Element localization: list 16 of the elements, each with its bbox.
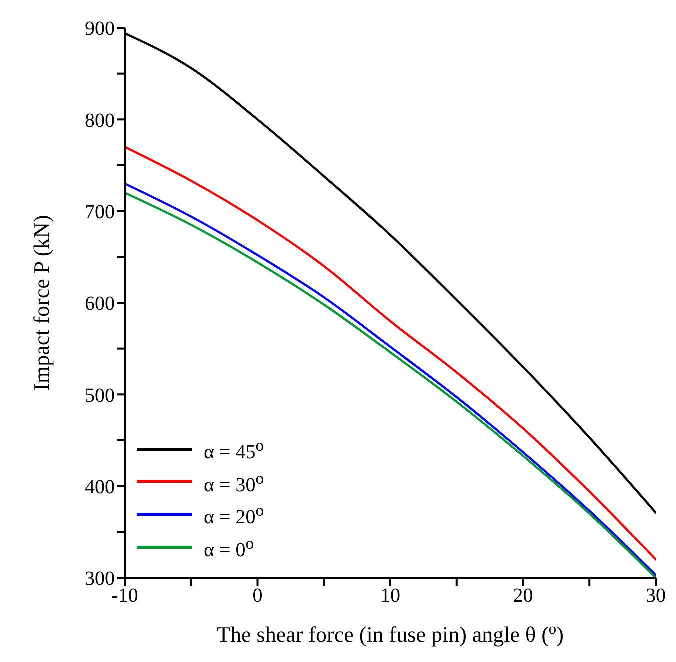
x-tick-label: 10 — [380, 585, 400, 608]
x-axis-title: The shear force (in fuse pin) angle θ ($^{o}$) — [217, 620, 564, 647]
y-tick-label: 400 — [85, 476, 115, 498]
y-tick-label: 800 — [85, 110, 115, 132]
x-tick-label: 30 — [646, 585, 666, 608]
legend-label: α = 45$^{o}$ — [204, 435, 264, 466]
legend-label: α = 0$^{o}$ — [204, 532, 254, 564]
legend-label: α = 20$^{o}$ — [204, 500, 264, 531]
y-axis-title: Impact force P (kN) — [29, 215, 54, 391]
y-tick-label: 500 — [85, 384, 115, 407]
x-tick-label: 0 — [252, 585, 263, 608]
x-tick-label: 20 — [513, 585, 534, 608]
y-tick-label: 900 — [85, 18, 115, 40]
y-tick-label: 600 — [85, 293, 115, 316]
legend-label: α = 30$^{o}$ — [204, 468, 264, 498]
y-tick-label: 700 — [85, 201, 115, 224]
